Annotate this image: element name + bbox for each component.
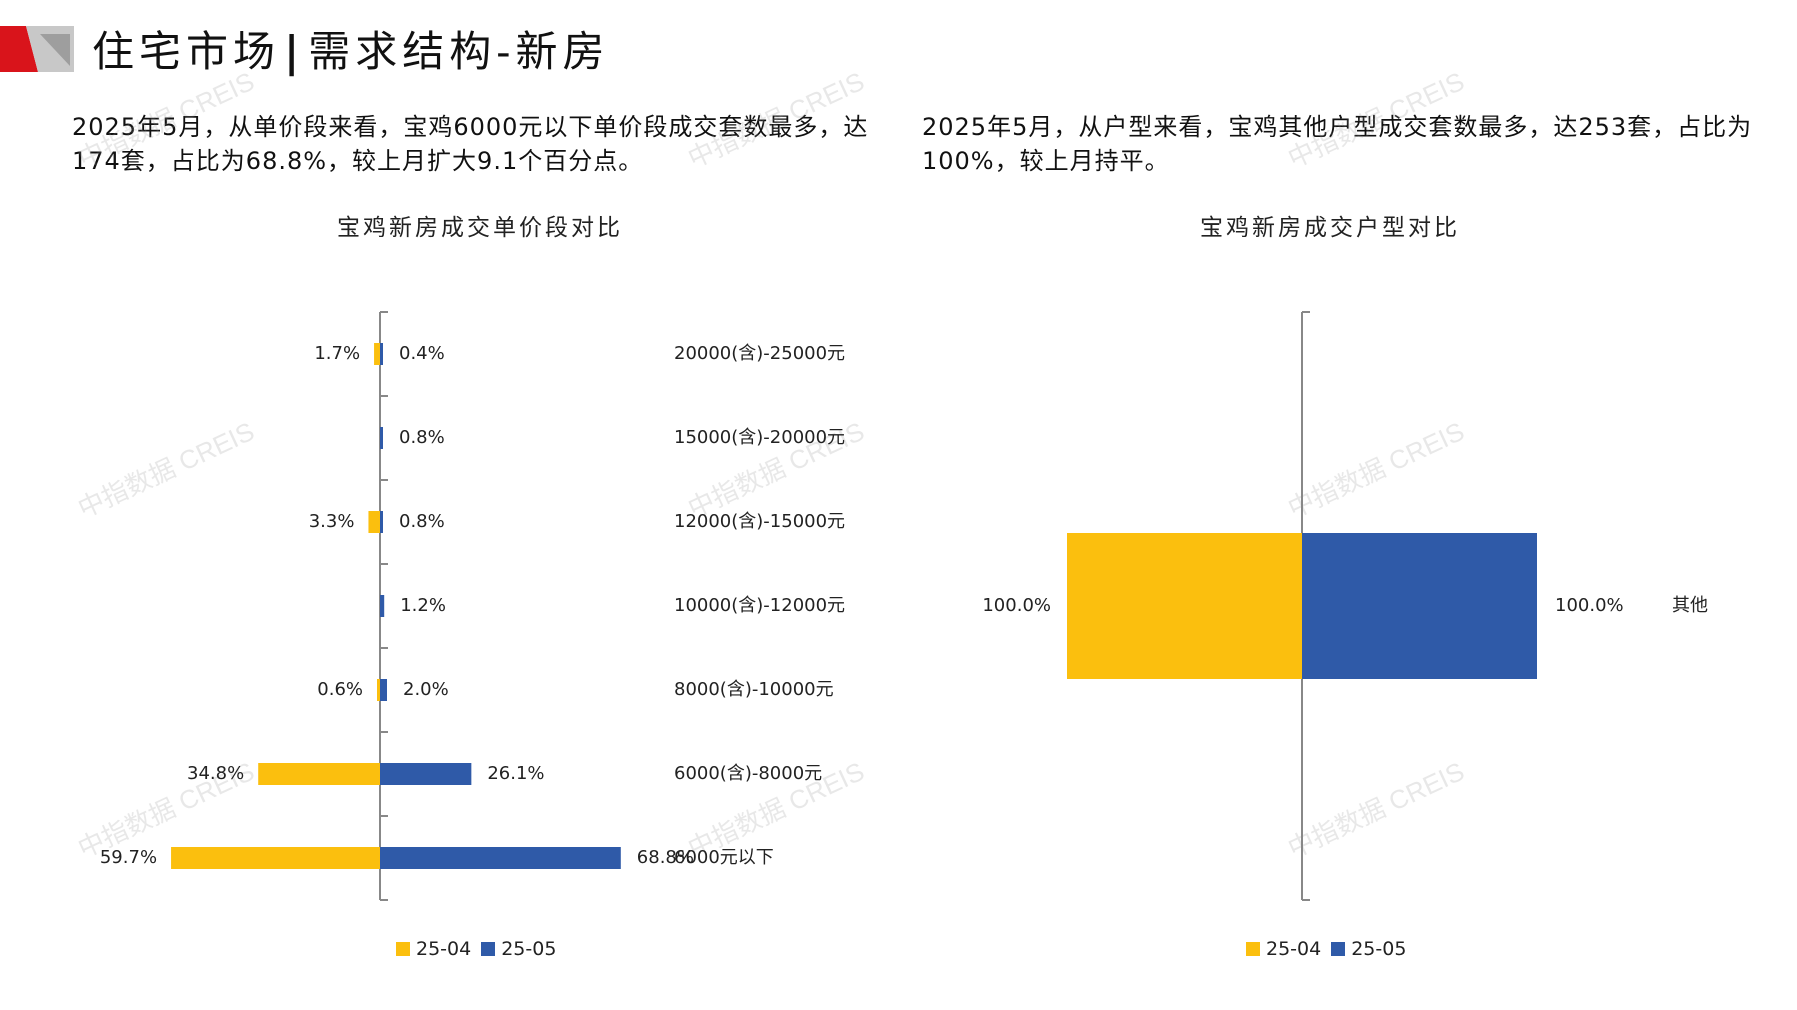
category-label: 10000(含)-12000元 — [674, 595, 845, 616]
bar-2504 — [258, 763, 380, 785]
data-label-2504: 0.6% — [317, 679, 363, 700]
title-part1: 住宅市场 — [92, 27, 281, 76]
legend-label-2505: 25-05 — [501, 938, 557, 960]
data-label-2505: 0.8% — [399, 511, 445, 532]
data-label-2505: 1.2% — [400, 595, 446, 616]
bar-2504 — [368, 511, 380, 533]
data-label-2504: 34.8% — [187, 763, 244, 784]
legend-swatch-2504 — [1246, 942, 1260, 956]
data-label-2504: 1.7% — [314, 343, 360, 364]
bar-2505 — [380, 427, 383, 449]
bar-2505 — [380, 511, 383, 533]
bar-2505 — [1302, 533, 1537, 679]
legend-price: 25-04 25-05 — [396, 938, 566, 960]
legend-label-2504: 25-04 — [416, 938, 472, 960]
bar-2504 — [374, 343, 380, 365]
bar-2505 — [380, 343, 383, 365]
page-title: 住宅市场|需求结构-新房 — [92, 18, 610, 79]
category-label: 20000(含)-25000元 — [674, 343, 845, 364]
bar-2505 — [380, 847, 621, 869]
category-label: 15000(含)-20000元 — [674, 427, 845, 448]
bar-2505 — [380, 595, 385, 617]
category-label: 6000元以下 — [674, 847, 774, 868]
category-label: 6000(含)-8000元 — [674, 763, 822, 784]
category-label: 8000(含)-10000元 — [674, 679, 834, 700]
bar-2505 — [380, 763, 472, 785]
bar-2505 — [380, 679, 387, 701]
data-label-2504: 3.3% — [309, 511, 355, 532]
legend-item-2504: 25-04 — [1246, 938, 1321, 960]
legend-item-2505: 25-05 — [481, 938, 556, 960]
legend-swatch-2505 — [1331, 942, 1346, 956]
legend-label-2504: 25-04 — [1266, 938, 1322, 960]
data-label-2505: 0.4% — [399, 343, 445, 364]
title-part2: 需求结构-新房 — [308, 27, 610, 76]
bar-2504 — [377, 679, 380, 701]
bar-2504 — [171, 847, 380, 869]
data-label-2505: 26.1% — [487, 763, 544, 784]
legend-item-2505: 25-05 — [1331, 938, 1406, 960]
category-label: 12000(含)-15000元 — [674, 511, 845, 532]
legend-swatch-2505 — [481, 942, 496, 956]
legend-type: 25-04 25-05 — [1246, 938, 1416, 960]
legend-label-2505: 25-05 — [1351, 938, 1407, 960]
chart-title-price: 宝鸡新房成交单价段对比 — [337, 215, 623, 241]
chart-title-type: 宝鸡新房成交户型对比 — [1200, 215, 1460, 241]
data-label-2505: 0.8% — [399, 427, 445, 448]
data-label-2505: 100.0% — [1555, 595, 1624, 616]
title-separator: | — [284, 27, 305, 76]
data-label-2504: 59.7% — [100, 847, 157, 868]
legend-item-2504: 25-04 — [396, 938, 471, 960]
description-right: 2025年5月，从户型来看，宝鸡其他户型成交套数最多，达253套，占比为100%… — [922, 113, 1753, 175]
data-label-2504: 100.0% — [982, 595, 1051, 616]
data-label-2505: 68.8% — [637, 847, 694, 868]
legend-swatch-2504 — [396, 942, 410, 956]
data-label-2505: 2.0% — [403, 679, 449, 700]
logo — [0, 26, 74, 72]
category-label: 其他 — [1672, 595, 1708, 616]
bar-2504 — [1067, 533, 1302, 679]
description-left: 2025年5月，从单价段来看，宝鸡6000元以下单价段成交套数最多，达174套，… — [72, 113, 869, 175]
